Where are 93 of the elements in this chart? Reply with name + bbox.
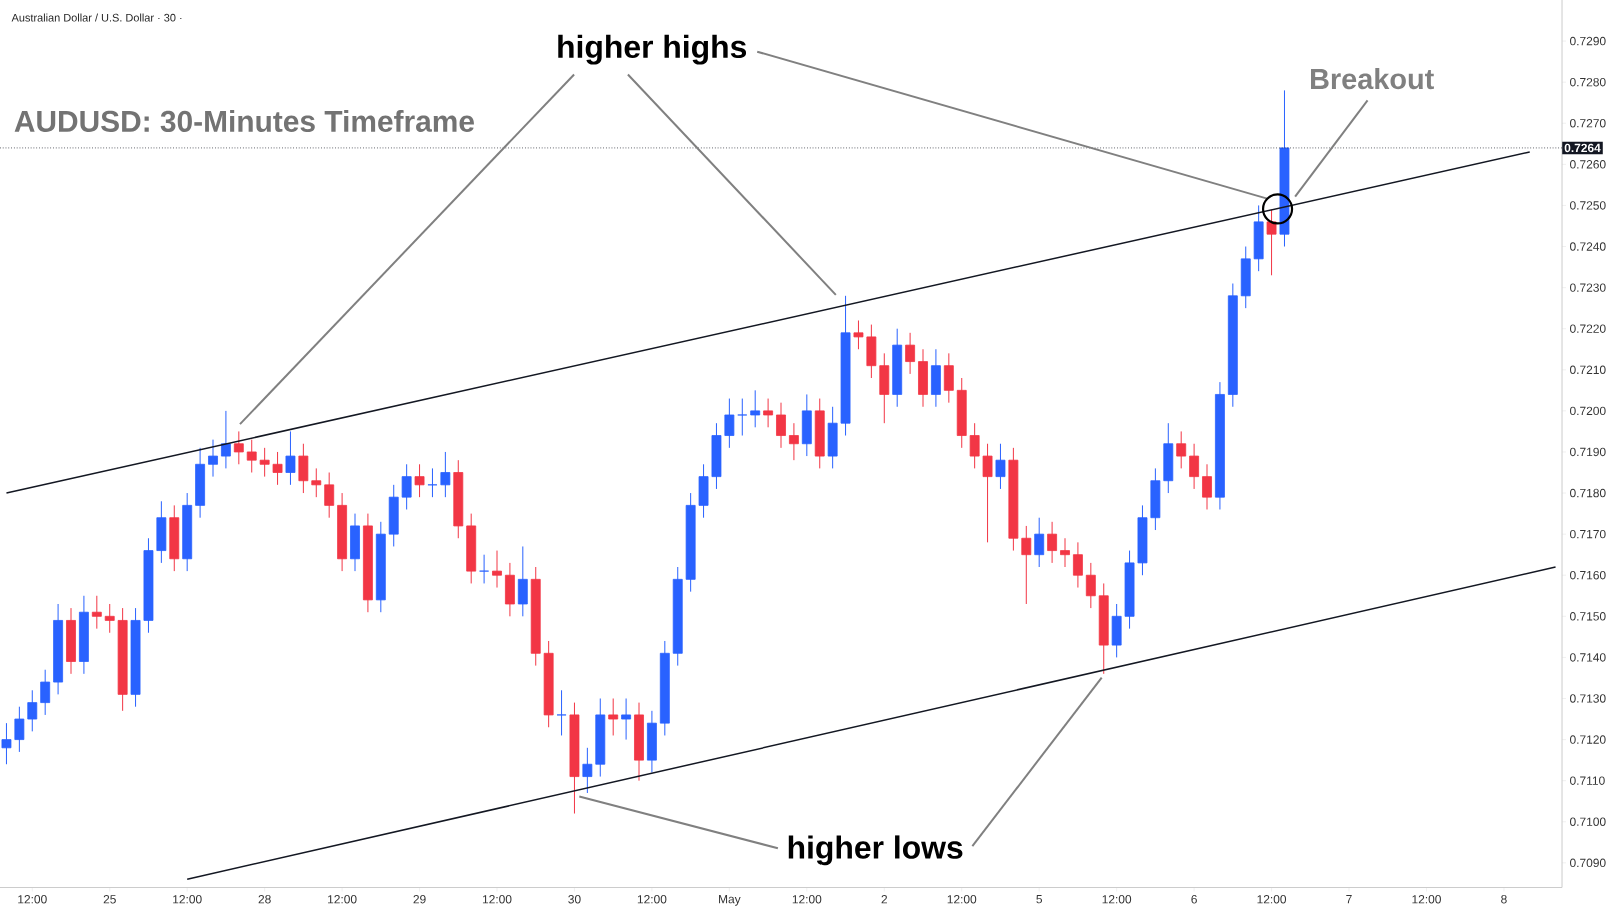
candlestick <box>1176 430 1187 469</box>
candlestick <box>414 463 425 498</box>
y-tick-label: 0.7100 <box>1570 817 1606 826</box>
candlestick <box>982 443 993 543</box>
x-tick-label: 12:00 <box>1412 895 1441 904</box>
y-tick-label: 0.7210 <box>1570 365 1606 375</box>
candlestick <box>789 422 799 461</box>
text: AUDUSD: 30-Minutes Timeframe <box>14 110 474 133</box>
candlestick <box>750 389 761 428</box>
x-tick-label: 28 <box>258 895 271 904</box>
candlestick <box>401 463 412 510</box>
candlestick <box>427 467 438 498</box>
candlestick <box>1073 541 1083 589</box>
candlestick <box>905 332 916 375</box>
candlestick <box>259 447 270 478</box>
annotation: Breakout <box>1311 68 1434 90</box>
candlestick <box>1021 525 1032 605</box>
y-tick-label: 0.7220 <box>1570 324 1606 333</box>
candlestick <box>1034 517 1045 568</box>
candlestick <box>1266 209 1277 276</box>
x-tick-label: 12:00 <box>328 895 357 904</box>
x-tick-label: 7 <box>1346 895 1352 904</box>
candlestick <box>1047 521 1058 564</box>
candlestick <box>285 430 296 486</box>
candlestick <box>440 451 451 498</box>
candlestick <box>1085 562 1096 609</box>
candlestick <box>969 422 980 469</box>
x-tick-label: 12:00 <box>637 895 667 904</box>
x-tick-label: 8 <box>1501 895 1507 904</box>
y-tick-label: 0.7160 <box>1570 571 1606 580</box>
y-tick-label: 0.7170 <box>1570 529 1606 539</box>
candlestick <box>479 554 490 584</box>
candlestick <box>91 595 102 630</box>
x-tick-label: 12:00 <box>173 895 202 904</box>
y-tick-label: 0.7090 <box>1570 858 1606 868</box>
x-tick-label: 29 <box>413 895 426 904</box>
x-tick-label: 30 <box>568 895 581 904</box>
candlestick <box>1189 443 1200 490</box>
candlestick <box>40 669 51 716</box>
y-tick-label: 0.7190 <box>1570 447 1606 457</box>
candlestick <box>27 689 38 732</box>
y-tick-label: 0.7230 <box>1570 283 1606 292</box>
candlestick <box>272 451 283 486</box>
annotation: Australian Dollar / U.S. Dollar · 30 · <box>11 13 182 22</box>
candlestick <box>1 722 12 765</box>
x-tick-label: 12:00 <box>482 895 512 904</box>
y-tick-label: 0.7240 <box>1570 242 1606 251</box>
x-tick-label: May <box>719 895 741 906</box>
candlestick <box>311 467 322 498</box>
candlestick <box>246 439 257 474</box>
candlestick <box>737 398 748 437</box>
candlestick <box>104 603 115 634</box>
x-tick-label: 6 <box>1191 895 1197 904</box>
y-tick-label: 0.7270 <box>1570 119 1606 128</box>
x-tick-label: 12:00 <box>1102 895 1132 904</box>
x-tick-label: 12:00 <box>18 895 47 904</box>
candlestick <box>776 402 786 449</box>
y-tick-label: 0.7200 <box>1570 406 1606 416</box>
annotation: higher highs <box>558 34 747 65</box>
candlestick <box>763 398 774 428</box>
candlestick <box>995 443 1006 490</box>
x-tick-label: 12:00 <box>792 895 822 904</box>
x-tick-label: 12:00 <box>1257 895 1287 904</box>
candlestick <box>233 430 244 465</box>
y-tick-label: 0.7110 <box>1570 776 1605 785</box>
candlestick <box>621 697 632 741</box>
y-tick-label: 0.7290 <box>1570 36 1606 46</box>
x-tick-label: 5 <box>1036 895 1043 904</box>
ref-line-label: 0.7264 <box>1564 143 1601 153</box>
candlestick <box>324 472 335 519</box>
x-tick-label: 2 <box>881 895 887 904</box>
y-tick-label: 0.7140 <box>1570 653 1606 662</box>
y-tick-label: 0.7150 <box>1570 612 1606 621</box>
candlestick <box>556 689 567 736</box>
y-tick-label: 0.7280 <box>1570 77 1606 87</box>
candlestick <box>1202 463 1212 510</box>
candlestick <box>208 439 218 478</box>
candlestick <box>492 550 502 589</box>
y-tick-label: 0.7130 <box>1570 694 1606 703</box>
y-tick-label: 0.7250 <box>1570 201 1606 210</box>
x-tick-label: 25 <box>103 895 116 904</box>
candlestick <box>853 319 864 350</box>
candlestick <box>14 706 25 753</box>
candlestick <box>1060 537 1070 568</box>
y-tick-label: 0.7180 <box>1570 488 1606 498</box>
candlestick <box>582 747 593 794</box>
candlestick <box>724 398 735 449</box>
x-tick-label: 12:00 <box>947 895 977 904</box>
candlestick <box>608 697 619 736</box>
y-tick-label: 0.7120 <box>1570 735 1606 744</box>
candlestick <box>220 410 231 469</box>
y-tick-label: 0.7260 <box>1570 160 1606 169</box>
annotation: higher lows <box>788 835 963 866</box>
